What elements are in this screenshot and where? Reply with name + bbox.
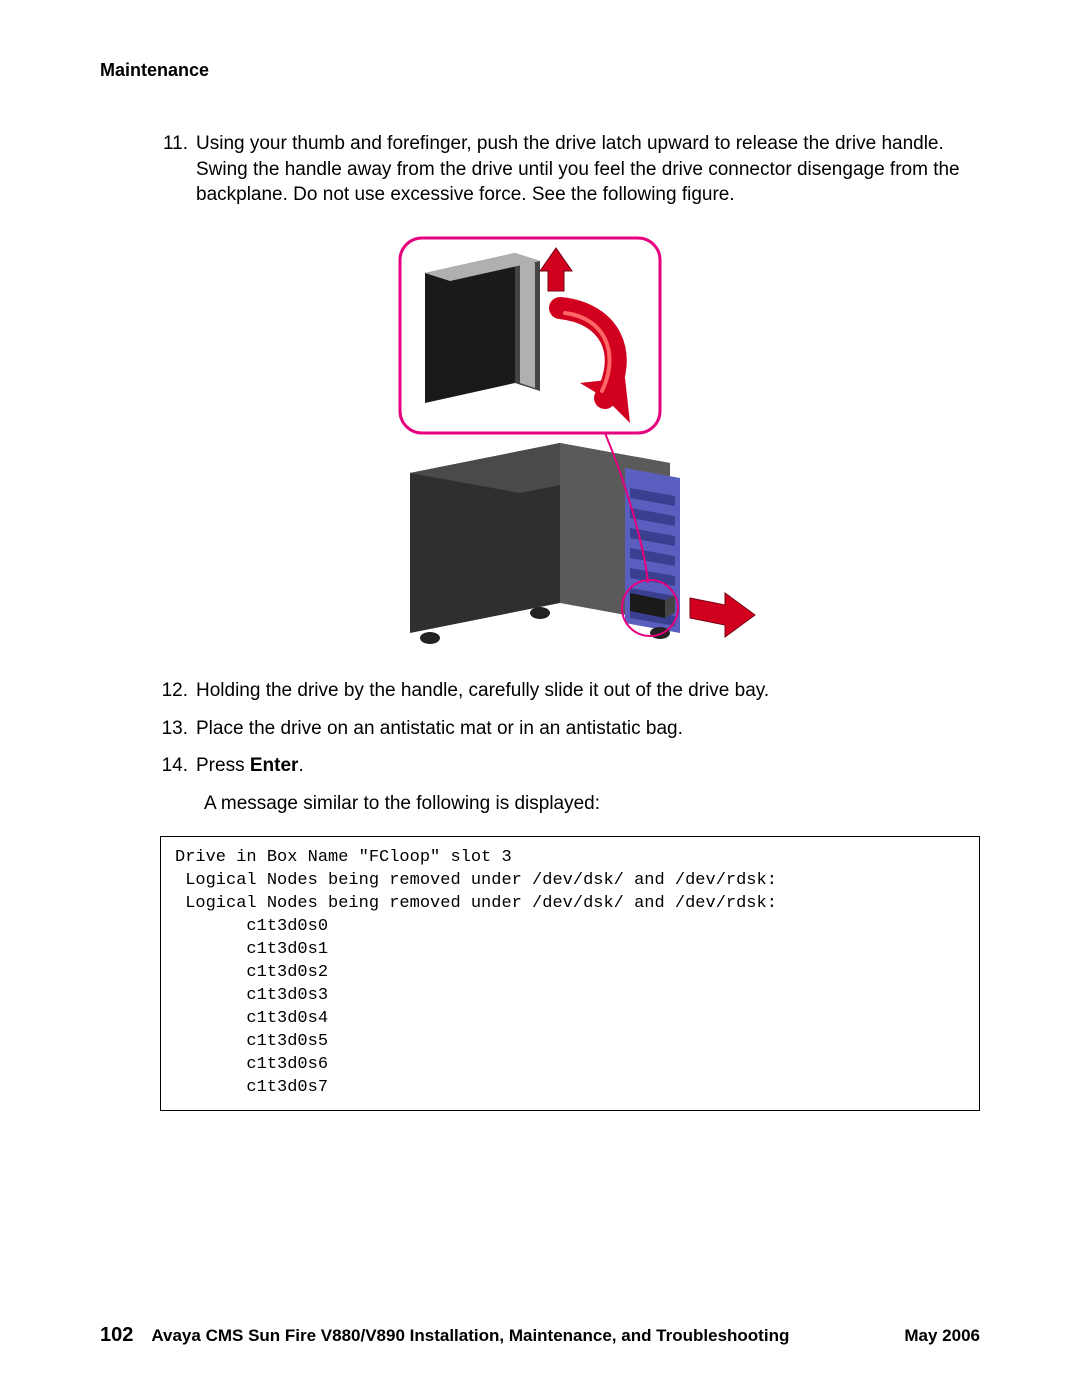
step-text: Press Enter. — [196, 753, 980, 779]
step-text: Using your thumb and forefinger, push th… — [196, 131, 980, 208]
step-bold: Enter — [250, 755, 299, 776]
step-number: 11. — [160, 131, 196, 208]
terminal-output: Drive in Box Name "FCloop" slot 3 Logica… — [160, 836, 980, 1110]
step-13: 13. Place the drive on an antistatic mat… — [160, 716, 980, 742]
drive-removal-figure — [160, 233, 980, 653]
continuation-text: A message similar to the following is di… — [204, 791, 980, 817]
step-prefix: Press — [196, 755, 250, 776]
step-number: 12. — [160, 678, 196, 704]
step-text: Place the drive on an antistatic mat or … — [196, 716, 980, 742]
step-number: 14. — [160, 753, 196, 779]
section-header: Maintenance — [100, 60, 980, 81]
page-footer: 102 Avaya CMS Sun Fire V880/V890 Install… — [100, 1324, 980, 1347]
step-12: 12. Holding the drive by the handle, car… — [160, 678, 980, 704]
footer-title: Avaya CMS Sun Fire V880/V890 Installatio… — [151, 1326, 904, 1346]
page-number: 102 — [100, 1324, 133, 1347]
step-11: 11. Using your thumb and forefinger, pus… — [160, 131, 980, 208]
step-number: 13. — [160, 716, 196, 742]
step-text: Holding the drive by the handle, careful… — [196, 678, 980, 704]
content-area: 11. Using your thumb and forefinger, pus… — [100, 131, 980, 1111]
step-suffix: . — [298, 755, 303, 776]
footer-date: May 2006 — [904, 1326, 980, 1346]
step-14: 14. Press Enter. — [160, 753, 980, 779]
